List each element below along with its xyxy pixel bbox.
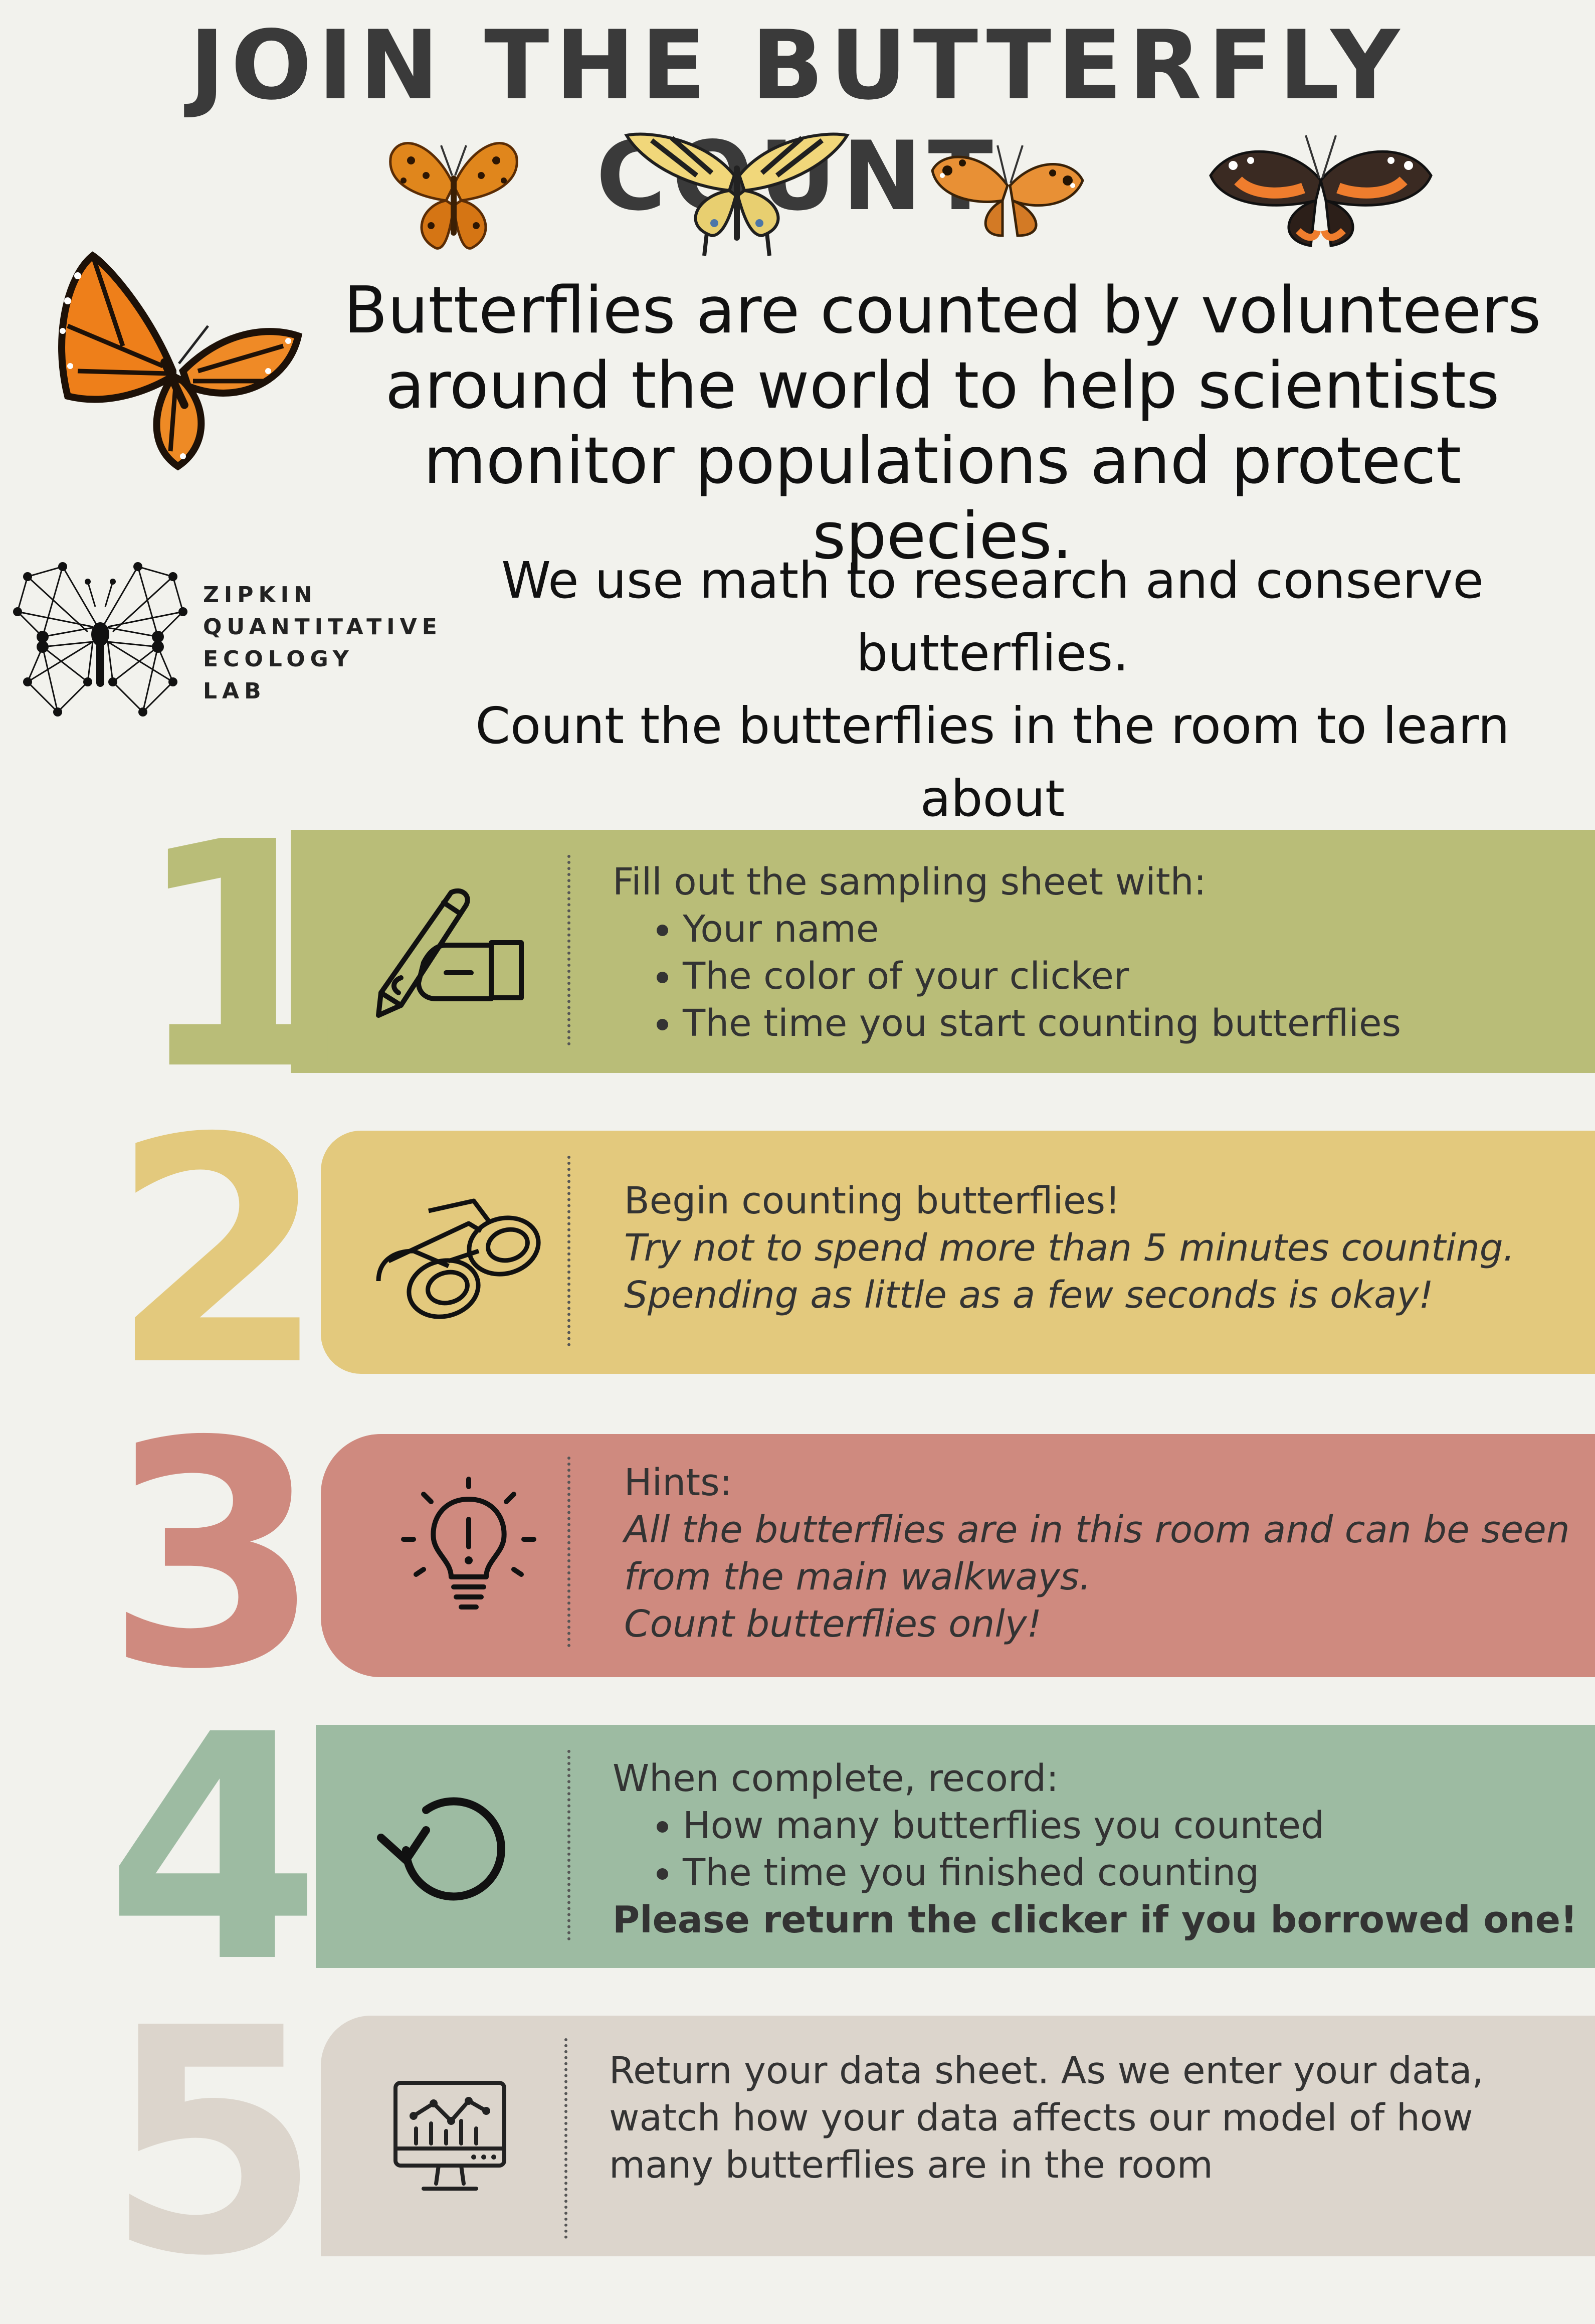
method-paragraph: We use math to research and conserve but… xyxy=(411,544,1574,908)
fritillary-butterfly-image xyxy=(389,142,518,250)
step-4-text: When complete, record: How many butterfl… xyxy=(613,1755,1577,1943)
step-1-text: Fill out the sampling sheet with: Your n… xyxy=(613,858,1401,1047)
step-1-heading: Fill out the sampling sheet with: xyxy=(613,860,1207,904)
swallowtail-butterfly-image xyxy=(624,132,850,256)
intro-line-3: monitor populations and protect species. xyxy=(423,424,1462,574)
lab-name: ZIPKIN QUANTITATIVE ECOLOGY LAB xyxy=(203,579,442,707)
intro-line-2: around the world to help scientists xyxy=(385,348,1500,423)
binoculars-icon xyxy=(376,1198,541,1319)
step-2-band xyxy=(321,1131,1595,1374)
refresh-icon xyxy=(377,1797,505,1901)
step-4-heading: When complete, record: xyxy=(613,1757,1059,1800)
step-5-divider xyxy=(564,2038,567,2239)
lab-name-line-1: ZIPKIN xyxy=(203,582,317,608)
step-1-number: 1 xyxy=(133,777,349,1138)
red-admiral-butterfly-image xyxy=(1209,135,1433,247)
lab-logo-network-butterfly xyxy=(13,562,187,717)
step-2-text: Begin counting butterflies! Try not to s… xyxy=(624,1177,1515,1319)
step-1-band xyxy=(291,830,1595,1073)
step-2-italic-1: Try not to spend more than 5 minutes cou… xyxy=(624,1226,1515,1270)
step-2-divider xyxy=(567,1156,570,1346)
step-3-text: Hints: All the butterflies are in this r… xyxy=(624,1459,1570,1648)
step-4-divider xyxy=(567,1750,570,1940)
list-item: The color of your clicker xyxy=(683,953,1401,1000)
method-line-3: Count the butterflies in the room to lea… xyxy=(475,696,1510,828)
painted-lady-butterfly-image xyxy=(931,145,1084,237)
step-3-band xyxy=(321,1434,1595,1677)
method-line-2: butterflies. xyxy=(856,624,1129,682)
intro-line-1: Butterflies are counted by volunteers xyxy=(343,273,1541,348)
step-3-italic-3: Count butterflies only! xyxy=(624,1602,1042,1646)
step-4-number: 4 xyxy=(105,1669,321,2031)
list-item: How many butterflies you counted xyxy=(683,1802,1577,1849)
step-1-divider xyxy=(567,855,570,1045)
step-1-list: Your name The color of your clicker The … xyxy=(613,906,1401,1047)
hand-writing-icon xyxy=(376,888,524,1018)
step-5-number: 5 xyxy=(105,1962,321,2324)
step-5-text: Return your data sheet. As we enter your… xyxy=(609,2047,1484,2189)
step-5-band xyxy=(321,2016,1595,2256)
lab-name-line-3: ECOLOGY xyxy=(203,646,354,672)
list-item: Your name xyxy=(683,906,1401,953)
intro-paragraph: Butterflies are counted by volunteers ar… xyxy=(301,273,1584,574)
lightbulb-icon xyxy=(401,1477,536,1610)
step-2-italic-2: Spending as little as a few seconds is o… xyxy=(624,1274,1434,1317)
list-item: The time you finished counting xyxy=(683,1849,1577,1896)
step-3-italic-1: All the butterflies are in this room and… xyxy=(624,1508,1570,1551)
step-2-number: 2 xyxy=(110,1072,326,1434)
step-5-line-1: Return your data sheet. As we enter your… xyxy=(609,2049,1484,2092)
monarch-butterfly-image xyxy=(58,251,303,471)
step-5-line-3: many butterflies are in the room xyxy=(609,2143,1213,2187)
lab-name-line-4: LAB xyxy=(203,678,266,704)
step-4-band xyxy=(316,1725,1595,1968)
monitor-chart-icon xyxy=(393,2081,506,2191)
step-2-heading: Begin counting butterflies! xyxy=(624,1179,1120,1222)
step-3-number: 3 xyxy=(105,1376,321,1737)
lab-name-line-2: QUANTITATIVE xyxy=(203,614,442,640)
step-5-line-2: watch how your data affects our model of… xyxy=(609,2096,1473,2139)
step-4-bold-note: Please return the clicker if you borrowe… xyxy=(613,1898,1577,1941)
step-3-heading: Hints: xyxy=(624,1461,732,1504)
list-item: The time you start counting butterflies xyxy=(683,1000,1401,1047)
method-line-1: We use math to research and conserve xyxy=(501,551,1484,610)
step-3-italic-2: from the main walkways. xyxy=(624,1555,1091,1598)
step-4-list: How many butterflies you counted The tim… xyxy=(613,1802,1577,1896)
step-3-divider xyxy=(567,1457,570,1647)
